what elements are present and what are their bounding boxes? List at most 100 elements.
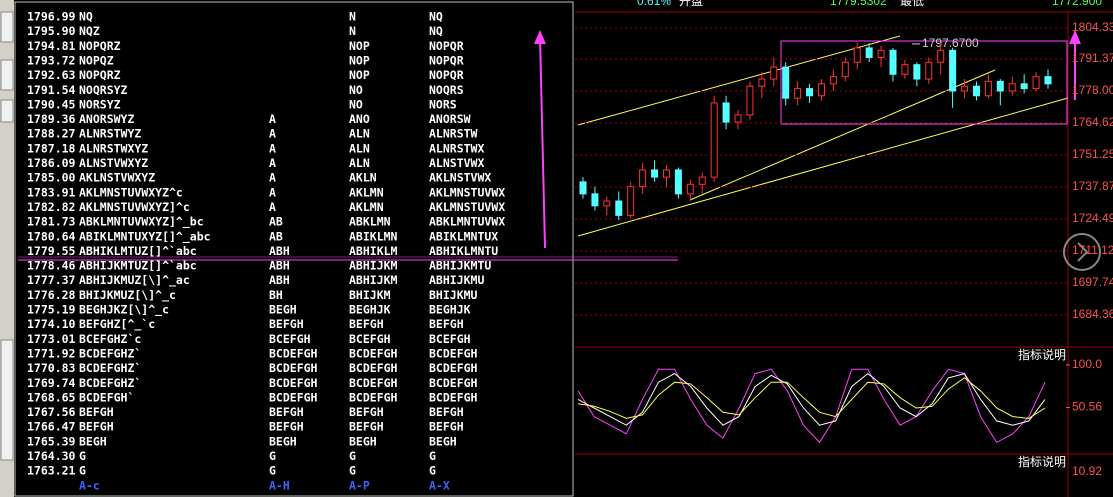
profile-letters: BEFGH — [429, 317, 464, 331]
profile-letters: BHIJKM — [349, 288, 391, 302]
indicator-value: 10.92 — [1072, 464, 1102, 478]
profile-price: 1766.47 — [27, 420, 76, 434]
indicator-line — [577, 372, 1046, 426]
profile-letters: NOPQZ — [79, 53, 114, 67]
change: 0.61% — [637, 0, 671, 8]
profile-letters: ABHIJKMUZ[\]^_ac — [79, 273, 190, 288]
profile-letters: ANORSW — [429, 112, 471, 126]
indicator-line — [577, 377, 1046, 419]
profile-letters: ABIKLMNTUXYZ[]^_abc — [79, 229, 211, 244]
profile-price: 1795.90 — [27, 24, 76, 38]
profile-letters: AKLMNSTUVWX — [429, 200, 505, 214]
profile-letters: BCDEFGH — [349, 390, 398, 404]
profile-price: 1775.19 — [27, 303, 76, 317]
profile-price: 1780.64 — [27, 229, 76, 243]
profile-footer: A-H — [269, 479, 290, 493]
profile-letters: BCDEFGH — [349, 361, 398, 375]
arrow-head — [1069, 30, 1081, 44]
profile-letters: BCDEFGH — [269, 390, 318, 404]
profile-letters: ALNSTVWX — [429, 156, 484, 170]
profile-letters: BCDEFGH — [349, 346, 398, 360]
profile-price: 1779.55 — [27, 244, 76, 258]
candle-body — [829, 76, 837, 85]
profile-letters: ABHIJKM — [349, 273, 398, 287]
header: 0.61% 开盘 1779.5302 最低 1772.900 — [637, 0, 1102, 8]
indicator-label: 指标说明 — [1018, 347, 1066, 362]
profile-letters: BEGHJKZ[\]^_c — [79, 303, 169, 318]
profile-letters: A — [269, 156, 276, 170]
profile-letters: BEFGH — [79, 405, 114, 419]
profile-price: 1777.37 — [27, 273, 76, 287]
profile-letters: BCDEFGH — [269, 346, 318, 360]
candle-body — [889, 49, 897, 75]
indicator-label: 指标说明 — [1018, 454, 1066, 469]
profile-letters: N — [349, 24, 356, 38]
y-tick-label: 50.56 — [1072, 400, 1102, 414]
scroll-button[interactable] — [1063, 233, 1101, 271]
profile-letters: ABH — [269, 259, 290, 273]
trend-line — [577, 35, 901, 126]
candle-body — [949, 49, 957, 92]
candle-body — [1020, 83, 1028, 90]
profile-letters: N — [349, 10, 356, 24]
candle-body — [734, 114, 742, 123]
profile-letters: NOPQR — [429, 39, 464, 53]
profile-letters: NO — [349, 97, 363, 111]
profile-price: 1768.65 — [27, 390, 76, 404]
profile-price: 1789.36 — [27, 112, 76, 126]
profile-letters: BCDEFGH — [349, 376, 398, 390]
profile-letters: NOPQR — [429, 68, 464, 82]
profile-letters: NOP — [349, 53, 370, 67]
profile-footer: A-P — [349, 479, 370, 493]
range-box — [780, 40, 1068, 125]
candle-body — [603, 200, 611, 207]
profile-letters: BCDEFGH — [429, 390, 478, 404]
tool-button[interactable] — [0, 339, 14, 461]
tool-button[interactable] — [0, 59, 14, 91]
profile-letters: NQZ — [79, 24, 100, 38]
tool-button[interactable] — [0, 99, 14, 123]
candle-body — [1032, 76, 1040, 90]
y-tick-label: 1804.33 — [1072, 20, 1113, 34]
profile-letters: BCDEFGH — [429, 361, 478, 375]
profile-price: 1774.10 — [27, 317, 76, 331]
profile-letters: BEGHJK — [429, 303, 471, 317]
candle-body — [996, 80, 1004, 92]
profile-letters: AKLMN — [349, 185, 384, 199]
profile-letters: NQ — [429, 24, 443, 38]
profile-letters: ALNRSTWYZ — [79, 127, 141, 141]
candle-body — [674, 169, 682, 195]
profile-letters: NOP — [349, 68, 370, 82]
profile-letters: NOP — [349, 39, 370, 53]
profile-letters: ALNRSTWX — [429, 141, 484, 155]
candle-body — [937, 49, 945, 63]
profile-letters: A — [269, 112, 276, 126]
profile-letters: ABHIJKM — [349, 259, 398, 273]
profile-letters: AKLNSTVWX — [429, 171, 491, 185]
profile-price: 1790.45 — [27, 97, 76, 111]
profile-letters: NOPQR — [429, 53, 464, 67]
y-tick-label: 1778.00 — [1072, 83, 1113, 97]
candle-body — [913, 64, 921, 80]
y-tick-label: 1737.87 — [1072, 179, 1113, 193]
trend-line — [577, 97, 1069, 237]
profile-letters: G — [429, 464, 436, 478]
arrow-head — [534, 30, 546, 44]
tool-button[interactable] — [0, 11, 14, 43]
y-tick-label: 1764.62 — [1072, 115, 1113, 129]
profile-letters: BCEFGH — [269, 332, 311, 346]
profile-price: 1791.54 — [27, 83, 76, 97]
candle-body — [579, 181, 587, 195]
profile-letters: BEGHJK — [349, 303, 391, 317]
profile-letters: ABH — [269, 244, 290, 258]
profile-letters: G — [79, 449, 86, 463]
profile-letters: AKLN — [349, 171, 377, 185]
profile-letters: BEFGH — [269, 405, 304, 419]
candle-body — [746, 85, 754, 116]
profile-price: 1771.92 — [27, 346, 75, 360]
profile-letters: BEGH — [79, 434, 107, 448]
profile-letters: A — [269, 200, 276, 214]
profile-price: 1794.81 — [27, 39, 76, 53]
profile-letters: BCEFGH — [349, 332, 391, 346]
